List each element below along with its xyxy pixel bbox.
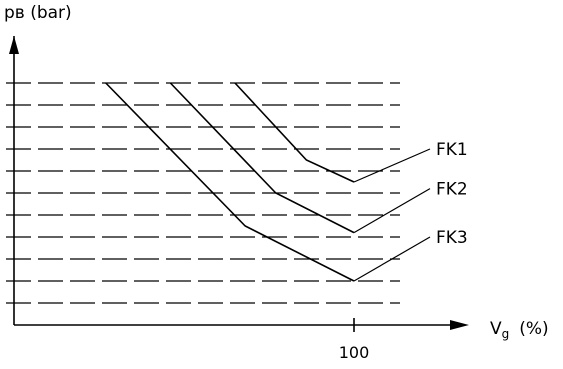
series-label-fk2: FK2 <box>436 180 468 200</box>
grid-lines <box>6 82 400 304</box>
leader-line-fk1 <box>353 148 431 183</box>
x-axis-arrow <box>450 320 469 330</box>
series-line-fk3 <box>105 82 355 282</box>
y-axis-label: pв (bar) <box>4 3 72 23</box>
leader-line-fk2 <box>353 188 431 234</box>
x-axis-label: Vg (%) <box>490 319 549 341</box>
x-axis-label-sub: g <box>502 327 510 341</box>
series-label-fk3: FK3 <box>436 228 468 248</box>
x-tick-label-100: 100 <box>339 343 370 362</box>
axes <box>9 36 469 332</box>
series-label-fk1: FK1 <box>436 140 468 160</box>
series: FK1 FK2 FK3 <box>105 82 468 282</box>
x-axis-label-unit: (%) <box>519 319 548 339</box>
y-axis-arrow <box>9 36 19 54</box>
series-line-fk2 <box>169 82 355 234</box>
x-axis-label-main: V <box>490 319 502 339</box>
leader-line-fk3 <box>353 236 431 282</box>
series-line-fk1 <box>234 82 355 183</box>
